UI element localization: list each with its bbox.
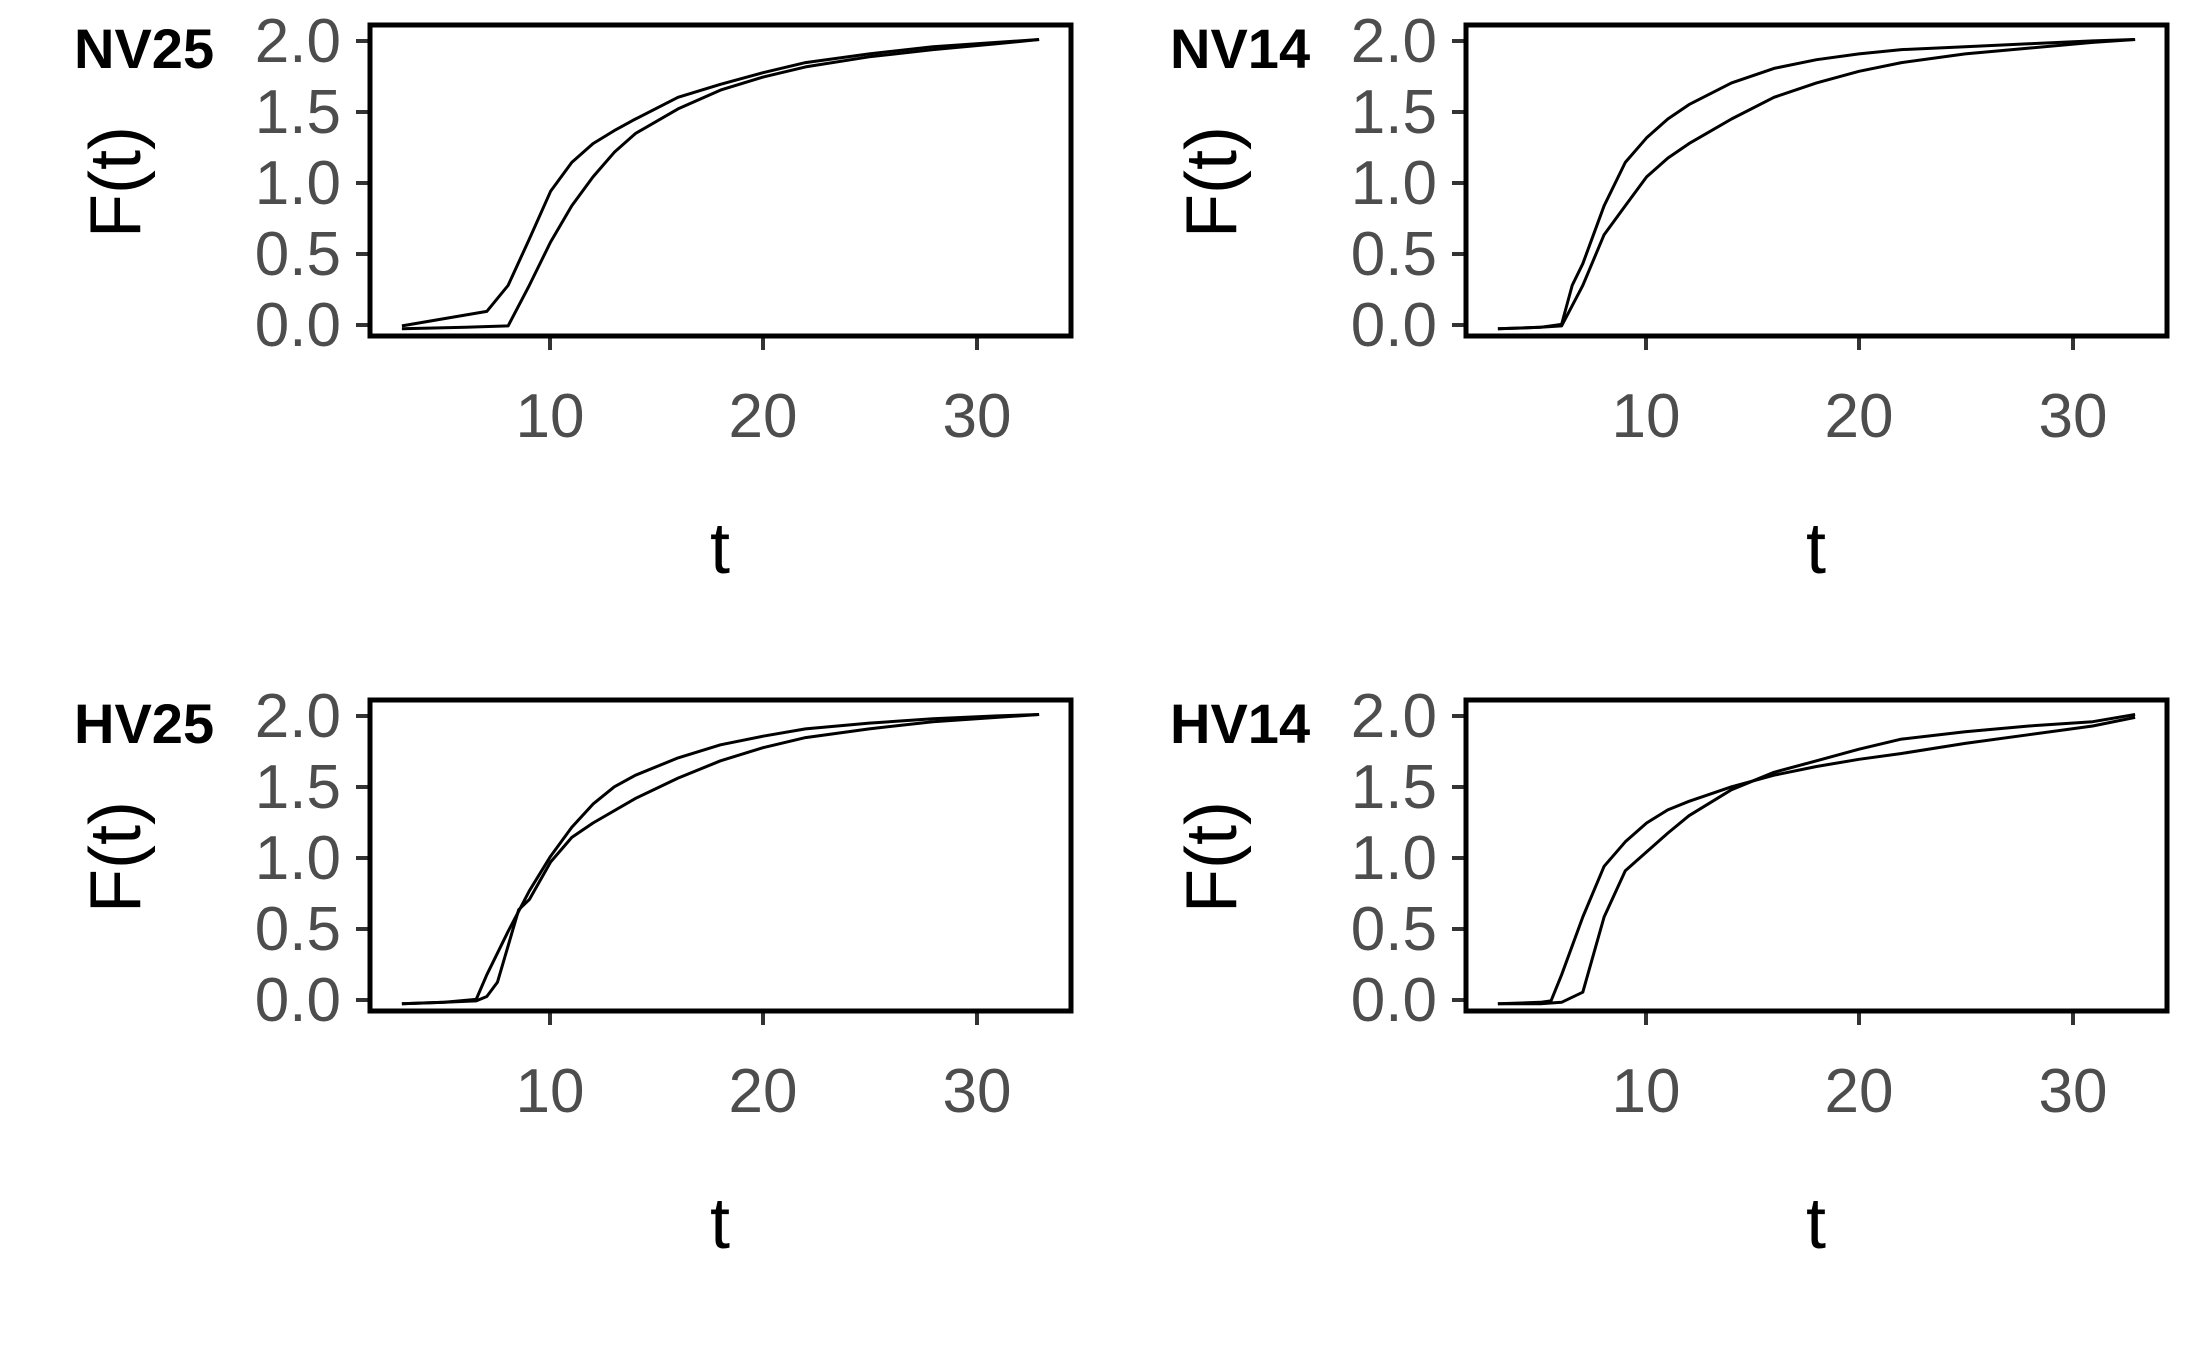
x-tick-label: 20 bbox=[729, 382, 798, 451]
series-line-1 bbox=[1497, 715, 2136, 1006]
x-tick-labels: 10 20 30 bbox=[1612, 382, 2108, 451]
panel-tag: HV25 bbox=[74, 692, 214, 755]
y-tick-label: 1.5 bbox=[255, 78, 341, 147]
y-tick-label: 1.5 bbox=[255, 753, 341, 822]
plot-frame bbox=[367, 697, 1074, 1014]
x-tick-label: 10 bbox=[1612, 382, 1681, 451]
y-axis-title: F(t) bbox=[1172, 801, 1252, 913]
y-tick-label: 1.0 bbox=[255, 149, 341, 218]
x-tick-label: 30 bbox=[943, 1057, 1012, 1126]
plot-curves bbox=[401, 713, 1040, 1006]
x-tick-labels: 10 20 30 bbox=[516, 1057, 1012, 1126]
y-tick-labels: 0.0 0.5 1.0 1.5 2.0 bbox=[255, 7, 341, 360]
y-tick-label: 0.0 bbox=[1351, 291, 1437, 360]
y-tick-label: 0.0 bbox=[255, 966, 341, 1035]
x-tick-label: 20 bbox=[1825, 1057, 1894, 1126]
axis-ticks bbox=[1452, 39, 2075, 350]
x-tick-label: 20 bbox=[1825, 382, 1894, 451]
plot-frame bbox=[1463, 22, 2170, 339]
y-tick-labels: 0.0 0.5 1.0 1.5 2.0 bbox=[255, 682, 341, 1035]
series-line-1 bbox=[1497, 38, 2136, 331]
series-line-2 bbox=[1497, 713, 2136, 1006]
series-line-2 bbox=[1497, 38, 2136, 331]
y-axis-title: F(t) bbox=[76, 126, 156, 238]
y-tick-label: 1.0 bbox=[1351, 824, 1437, 893]
y-tick-labels: 0.0 0.5 1.0 1.5 2.0 bbox=[1351, 682, 1437, 1035]
x-tick-labels: 10 20 30 bbox=[1612, 1057, 2108, 1126]
x-tick-labels: 10 20 30 bbox=[516, 382, 1012, 451]
series-line-2 bbox=[401, 38, 1040, 331]
y-tick-label: 1.0 bbox=[1351, 149, 1437, 218]
x-tick-label: 30 bbox=[943, 382, 1012, 451]
y-tick-label: 1.5 bbox=[1351, 753, 1437, 822]
plot-curves bbox=[1497, 713, 2136, 1006]
panel-tag: HV14 bbox=[1170, 692, 1310, 755]
plot-curves bbox=[401, 38, 1040, 331]
y-axis-title: F(t) bbox=[76, 801, 156, 913]
panel-tag: NV14 bbox=[1170, 17, 1310, 80]
y-tick-label: 1.5 bbox=[1351, 78, 1437, 147]
y-tick-label: 0.5 bbox=[255, 220, 341, 289]
plot-frame bbox=[1463, 697, 2170, 1014]
x-axis-title: t bbox=[710, 509, 730, 589]
x-tick-label: 10 bbox=[516, 1057, 585, 1126]
panel-hv14: HV14 0.0 0.5 1.0 1.5 2.0 10 20 30 F(t) t bbox=[1170, 682, 2170, 1264]
x-tick-label: 10 bbox=[1612, 1057, 1681, 1126]
y-tick-label: 0.5 bbox=[255, 895, 341, 964]
y-tick-label: 2.0 bbox=[1351, 7, 1437, 76]
panel-hv25: HV25 0.0 0.5 1.0 1.5 2.0 10 20 30 F(t) t bbox=[74, 682, 1074, 1264]
y-tick-label: 2.0 bbox=[255, 7, 341, 76]
series-line-1 bbox=[401, 713, 1040, 1006]
y-tick-label: 2.0 bbox=[255, 682, 341, 751]
y-tick-label: 0.0 bbox=[255, 291, 341, 360]
panel-nv14: NV14 0.0 0.5 1.0 1.5 2.0 10 20 30 F(t) t bbox=[1170, 7, 2170, 589]
y-tick-label: 1.0 bbox=[255, 824, 341, 893]
y-tick-label: 0.5 bbox=[1351, 895, 1437, 964]
x-tick-label: 20 bbox=[729, 1057, 798, 1126]
x-tick-label: 10 bbox=[516, 382, 585, 451]
x-axis-title: t bbox=[710, 1184, 730, 1264]
y-tick-label: 0.5 bbox=[1351, 220, 1437, 289]
y-tick-label: 0.0 bbox=[1351, 966, 1437, 1035]
plot-curves bbox=[1497, 38, 2136, 331]
y-axis-title: F(t) bbox=[1172, 126, 1252, 238]
y-tick-labels: 0.0 0.5 1.0 1.5 2.0 bbox=[1351, 7, 1437, 360]
x-tick-label: 30 bbox=[2039, 382, 2108, 451]
series-line-2 bbox=[401, 713, 1040, 1006]
axis-ticks bbox=[1452, 714, 2075, 1025]
x-axis-title: t bbox=[1806, 509, 1826, 589]
x-axis-title: t bbox=[1806, 1184, 1826, 1264]
x-tick-label: 30 bbox=[2039, 1057, 2108, 1126]
axis-ticks bbox=[356, 39, 979, 350]
y-tick-label: 2.0 bbox=[1351, 682, 1437, 751]
series-line-1 bbox=[401, 38, 1040, 328]
panel-tag: NV25 bbox=[74, 17, 214, 80]
panel-nv25: NV25 0.0 0.5 1.0 1.5 2.0 10 20 30 F(t) t bbox=[74, 7, 1074, 589]
plot-frame bbox=[367, 22, 1074, 339]
